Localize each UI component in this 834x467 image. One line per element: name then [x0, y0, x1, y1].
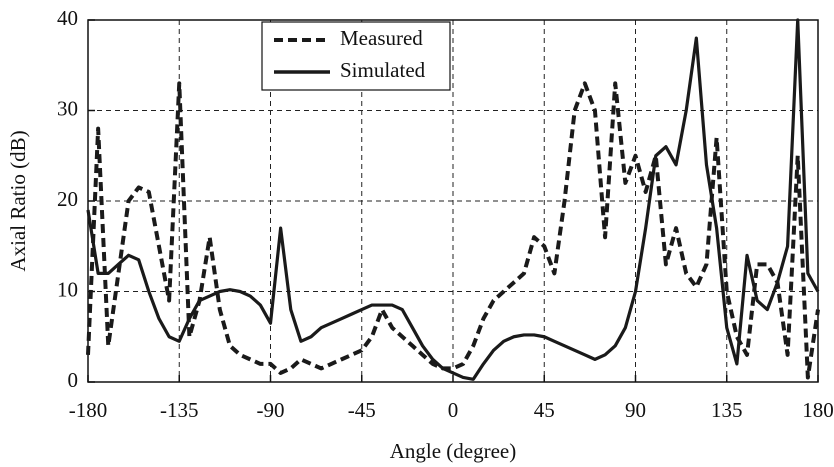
x-tick-label: -180	[69, 398, 108, 422]
x-tick-label: 180	[802, 398, 834, 422]
x-tick-label: 0	[448, 398, 459, 422]
x-tick-label: -135	[160, 398, 199, 422]
y-tick-label: 0	[68, 368, 79, 392]
y-tick-label: 10	[57, 277, 78, 301]
legend-label: Simulated	[340, 58, 426, 82]
x-tick-label: 90	[625, 398, 646, 422]
y-axis-label: Axial Ratio (dB)	[6, 130, 30, 271]
data-line	[86, 18, 820, 381]
x-tick-label: -45	[348, 398, 376, 422]
y-tick-label: 30	[57, 96, 78, 120]
x-tick-label: 45	[534, 398, 555, 422]
x-tick-label: 135	[711, 398, 743, 422]
y-tick-label: 40	[57, 6, 78, 30]
legend-box	[261, 21, 451, 91]
y-tick-label: 20	[57, 187, 78, 211]
plot-frame	[87, 19, 819, 383]
x-tick-label: -90	[257, 398, 285, 422]
x-axis-label: Angle (degree)	[390, 439, 517, 463]
legend-label: Measured	[340, 26, 423, 50]
